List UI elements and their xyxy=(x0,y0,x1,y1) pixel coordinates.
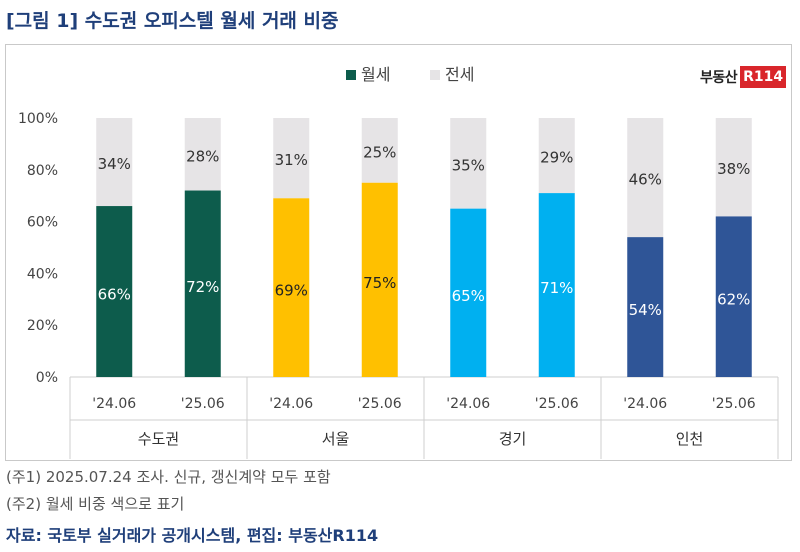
y-tick-label: 60% xyxy=(27,215,58,231)
data-label-jeonse: 29% xyxy=(540,149,573,167)
brand-logo: 부동산 R114 xyxy=(700,64,787,90)
bar-wolse xyxy=(96,206,133,377)
x-tick-label: '24.06 xyxy=(269,396,313,412)
data-label-jeonse: 35% xyxy=(452,156,485,174)
bar-jeonse xyxy=(96,118,133,207)
x-tick-label: '25.06 xyxy=(535,396,579,412)
legend-label-2: 전세 xyxy=(445,65,474,84)
bar-jeonse xyxy=(538,118,575,194)
data-label-jeonse: 31% xyxy=(275,151,308,169)
bar-wolse xyxy=(450,208,487,377)
data-label-jeonse: 28% xyxy=(186,147,219,165)
data-label-wolse: 65% xyxy=(452,287,485,305)
legend-label-1: 월세 xyxy=(361,65,390,84)
y-tick-label: 0% xyxy=(36,370,58,386)
data-label-jeonse: 25% xyxy=(363,143,396,161)
bar-wolse xyxy=(715,216,752,377)
data-label-wolse: 75% xyxy=(363,274,396,292)
bar-wolse xyxy=(361,182,398,377)
source-line: 자료: 국토부 실거래가 공개시스템, 편집: 부동산R114 xyxy=(6,526,379,545)
data-label-wolse: 69% xyxy=(275,282,308,300)
data-label-wolse: 54% xyxy=(629,301,662,319)
footnote-1: (주1) 2025.07.24 조사. 신규, 갱신계약 모두 포함 xyxy=(6,468,331,486)
bar-jeonse xyxy=(184,118,221,191)
footnote-2: (주2) 월세 비중 색으로 표기 xyxy=(6,495,185,513)
group-label: 인천 xyxy=(676,430,704,448)
bar-wolse xyxy=(538,193,575,377)
group-label: 수도권 xyxy=(138,430,179,448)
legend-swatch-2 xyxy=(430,70,440,80)
data-label-wolse: 71% xyxy=(540,279,573,297)
logo-text: 부동산 xyxy=(700,70,738,86)
bar-jeonse xyxy=(273,118,310,199)
data-label-wolse: 66% xyxy=(98,286,131,304)
y-tick-label: 20% xyxy=(27,318,58,334)
bar-wolse xyxy=(627,237,664,377)
data-label-jeonse: 38% xyxy=(717,160,750,178)
bar-jeonse xyxy=(450,118,487,209)
x-tick-label: '24.06 xyxy=(623,396,667,412)
chart: 월세 전세 0% 20% 40% 60% 80% 100% 66% 34% '24.06 72% 28%… xyxy=(18,65,779,459)
x-tick-label: '25.06 xyxy=(358,396,402,412)
group-label: 서울 xyxy=(322,430,350,448)
data-label-wolse: 62% xyxy=(717,291,750,309)
data-label-wolse: 72% xyxy=(186,278,219,296)
x-tick-label: '25.06 xyxy=(181,396,225,412)
x-tick-label: '24.06 xyxy=(92,396,136,412)
group-label: 경기 xyxy=(499,430,527,448)
bar-jeonse xyxy=(361,118,398,183)
y-tick-label: 100% xyxy=(18,111,58,127)
y-tick-label: 80% xyxy=(27,163,58,179)
bar-wolse xyxy=(273,198,310,377)
bar-wolse xyxy=(184,190,221,377)
bar-jeonse xyxy=(715,118,752,217)
x-tick-label: '24.06 xyxy=(446,396,490,412)
logo-box: R114 xyxy=(740,66,787,88)
legend-swatch-1 xyxy=(346,70,356,80)
page-title: [그림 1] 수도권 오피스텔 월세 거래 비중 xyxy=(6,10,339,32)
data-label-jeonse: 46% xyxy=(629,171,662,189)
data-label-jeonse: 34% xyxy=(98,155,131,173)
y-tick-label: 40% xyxy=(27,266,58,282)
bar-jeonse xyxy=(627,118,664,238)
x-tick-label: '25.06 xyxy=(712,396,756,412)
